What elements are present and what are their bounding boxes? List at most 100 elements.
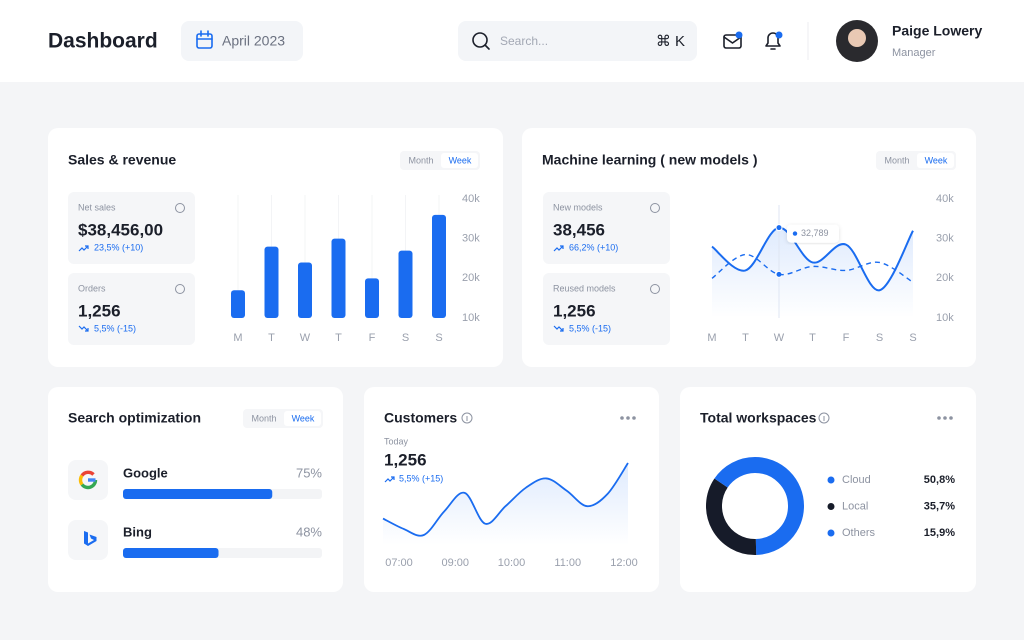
toggle-option[interactable]: Month bbox=[884, 155, 909, 165]
trend-arrow bbox=[384, 476, 395, 483]
x-tick-label: F bbox=[843, 332, 850, 344]
info-icon[interactable] bbox=[650, 203, 660, 213]
x-tick-label: M bbox=[233, 332, 242, 344]
x-tick-label: S bbox=[402, 332, 409, 344]
point bbox=[775, 224, 783, 232]
customers-change: 5,5% (+15) bbox=[399, 473, 443, 483]
bar bbox=[264, 246, 279, 318]
avatar-face bbox=[848, 29, 866, 47]
trend-arrow bbox=[78, 245, 89, 252]
trend-arrow bbox=[553, 245, 564, 252]
bell-badge bbox=[775, 31, 783, 39]
item-name: Google bbox=[123, 465, 168, 480]
card-title: Machine learning ( new models ) bbox=[542, 152, 757, 168]
mail-badge bbox=[735, 31, 743, 39]
toggle-option[interactable]: Month bbox=[251, 413, 276, 423]
bar bbox=[331, 238, 346, 318]
legend-dot bbox=[827, 503, 835, 510]
info-icon[interactable] bbox=[818, 412, 830, 424]
card-title: Sales & revenue bbox=[68, 152, 176, 168]
stat-box bbox=[543, 192, 670, 264]
bar bbox=[365, 278, 379, 318]
info-icon[interactable] bbox=[461, 412, 473, 424]
stat-label: Orders bbox=[78, 283, 106, 293]
x-tick-label: T bbox=[809, 332, 816, 344]
stat-label: Reused models bbox=[553, 283, 616, 293]
tooltip-label: 32,789 bbox=[801, 228, 829, 238]
donut-segment bbox=[706, 478, 757, 555]
more-menu[interactable] bbox=[620, 416, 636, 420]
search-box[interactable] bbox=[458, 21, 697, 61]
line bbox=[382, 462, 629, 537]
toggle-active bbox=[284, 411, 321, 426]
user-role: Manager bbox=[892, 47, 936, 59]
item-value: 48% bbox=[296, 524, 322, 539]
info-icon[interactable] bbox=[650, 284, 660, 294]
y-tick-label: 20k bbox=[462, 272, 480, 284]
bing-logo bbox=[84, 531, 97, 546]
donut-segment bbox=[754, 457, 805, 555]
google-logo bbox=[78, 470, 98, 490]
x-tick-label: 11:00 bbox=[554, 557, 581, 569]
stat-change: 5,5% (-15) bbox=[94, 323, 136, 333]
line-area bbox=[383, 463, 628, 545]
toggle-option[interactable]: Month bbox=[408, 155, 433, 165]
legend-dot bbox=[827, 529, 835, 537]
bell-icon[interactable] bbox=[765, 32, 781, 50]
legend-value: 35,7% bbox=[924, 500, 955, 512]
trend-arrow bbox=[553, 325, 564, 332]
stat-value: 1,256 bbox=[78, 301, 121, 320]
donut-segment bbox=[714, 457, 756, 488]
stat-box bbox=[543, 273, 670, 345]
bar bbox=[432, 214, 446, 318]
toggle-option[interactable]: Week bbox=[925, 155, 948, 165]
x-tick-label: S bbox=[435, 332, 442, 344]
legend-value: 15,9% bbox=[924, 527, 955, 539]
x-tick-label: 07:00 bbox=[385, 557, 413, 569]
x-tick-label: S bbox=[909, 332, 916, 344]
stat-value: 38,456 bbox=[553, 220, 605, 239]
progress-bar bbox=[123, 548, 219, 558]
x-tick-label: F bbox=[369, 332, 376, 344]
x-tick-label: T bbox=[335, 332, 342, 344]
x-tick-label: 09:00 bbox=[441, 557, 469, 569]
line bbox=[711, 253, 914, 283]
more-menu[interactable] bbox=[937, 416, 953, 420]
toggle-option[interactable]: Week bbox=[449, 155, 472, 165]
stat-change: 5,5% (-15) bbox=[569, 323, 611, 333]
legend-label: Others bbox=[842, 527, 876, 539]
y-tick-label: 20k bbox=[936, 272, 954, 284]
subtitle: Today bbox=[384, 436, 409, 446]
stat-label: Net sales bbox=[78, 202, 116, 212]
item-name: Bing bbox=[123, 524, 152, 539]
x-tick-label: T bbox=[742, 332, 749, 344]
legend-label: Cloud bbox=[842, 474, 871, 486]
mail-icon[interactable] bbox=[723, 34, 742, 49]
legend-label: Local bbox=[842, 500, 868, 512]
y-tick-label: 30k bbox=[936, 233, 954, 245]
info-icon[interactable] bbox=[175, 284, 185, 294]
page-title: Dashboard bbox=[48, 30, 158, 53]
y-tick-label: 40k bbox=[936, 193, 954, 205]
card-title: Customers bbox=[384, 410, 457, 426]
customers-value: 1,256 bbox=[384, 450, 427, 469]
calendar-icon bbox=[196, 30, 213, 49]
x-tick-label: W bbox=[774, 332, 785, 344]
user-name: Paige Lowery bbox=[892, 23, 982, 39]
x-tick-label: W bbox=[300, 332, 311, 344]
stat-value: $38,456,00 bbox=[78, 220, 163, 239]
toggle-active bbox=[917, 153, 954, 168]
info-icon[interactable] bbox=[175, 203, 185, 213]
x-tick-label: 10:00 bbox=[498, 557, 526, 569]
toggle-option[interactable]: Week bbox=[292, 413, 315, 423]
item-value: 75% bbox=[296, 465, 322, 480]
date-picker[interactable] bbox=[181, 21, 303, 61]
y-tick-label: 30k bbox=[462, 233, 480, 245]
search-icon bbox=[472, 32, 490, 50]
card-title: Total workspaces bbox=[700, 410, 817, 426]
x-tick-label: M bbox=[707, 332, 716, 344]
stat-value: 1,256 bbox=[553, 301, 596, 320]
tooltip bbox=[787, 224, 839, 243]
legend-dot bbox=[827, 476, 835, 484]
bar bbox=[398, 250, 413, 318]
